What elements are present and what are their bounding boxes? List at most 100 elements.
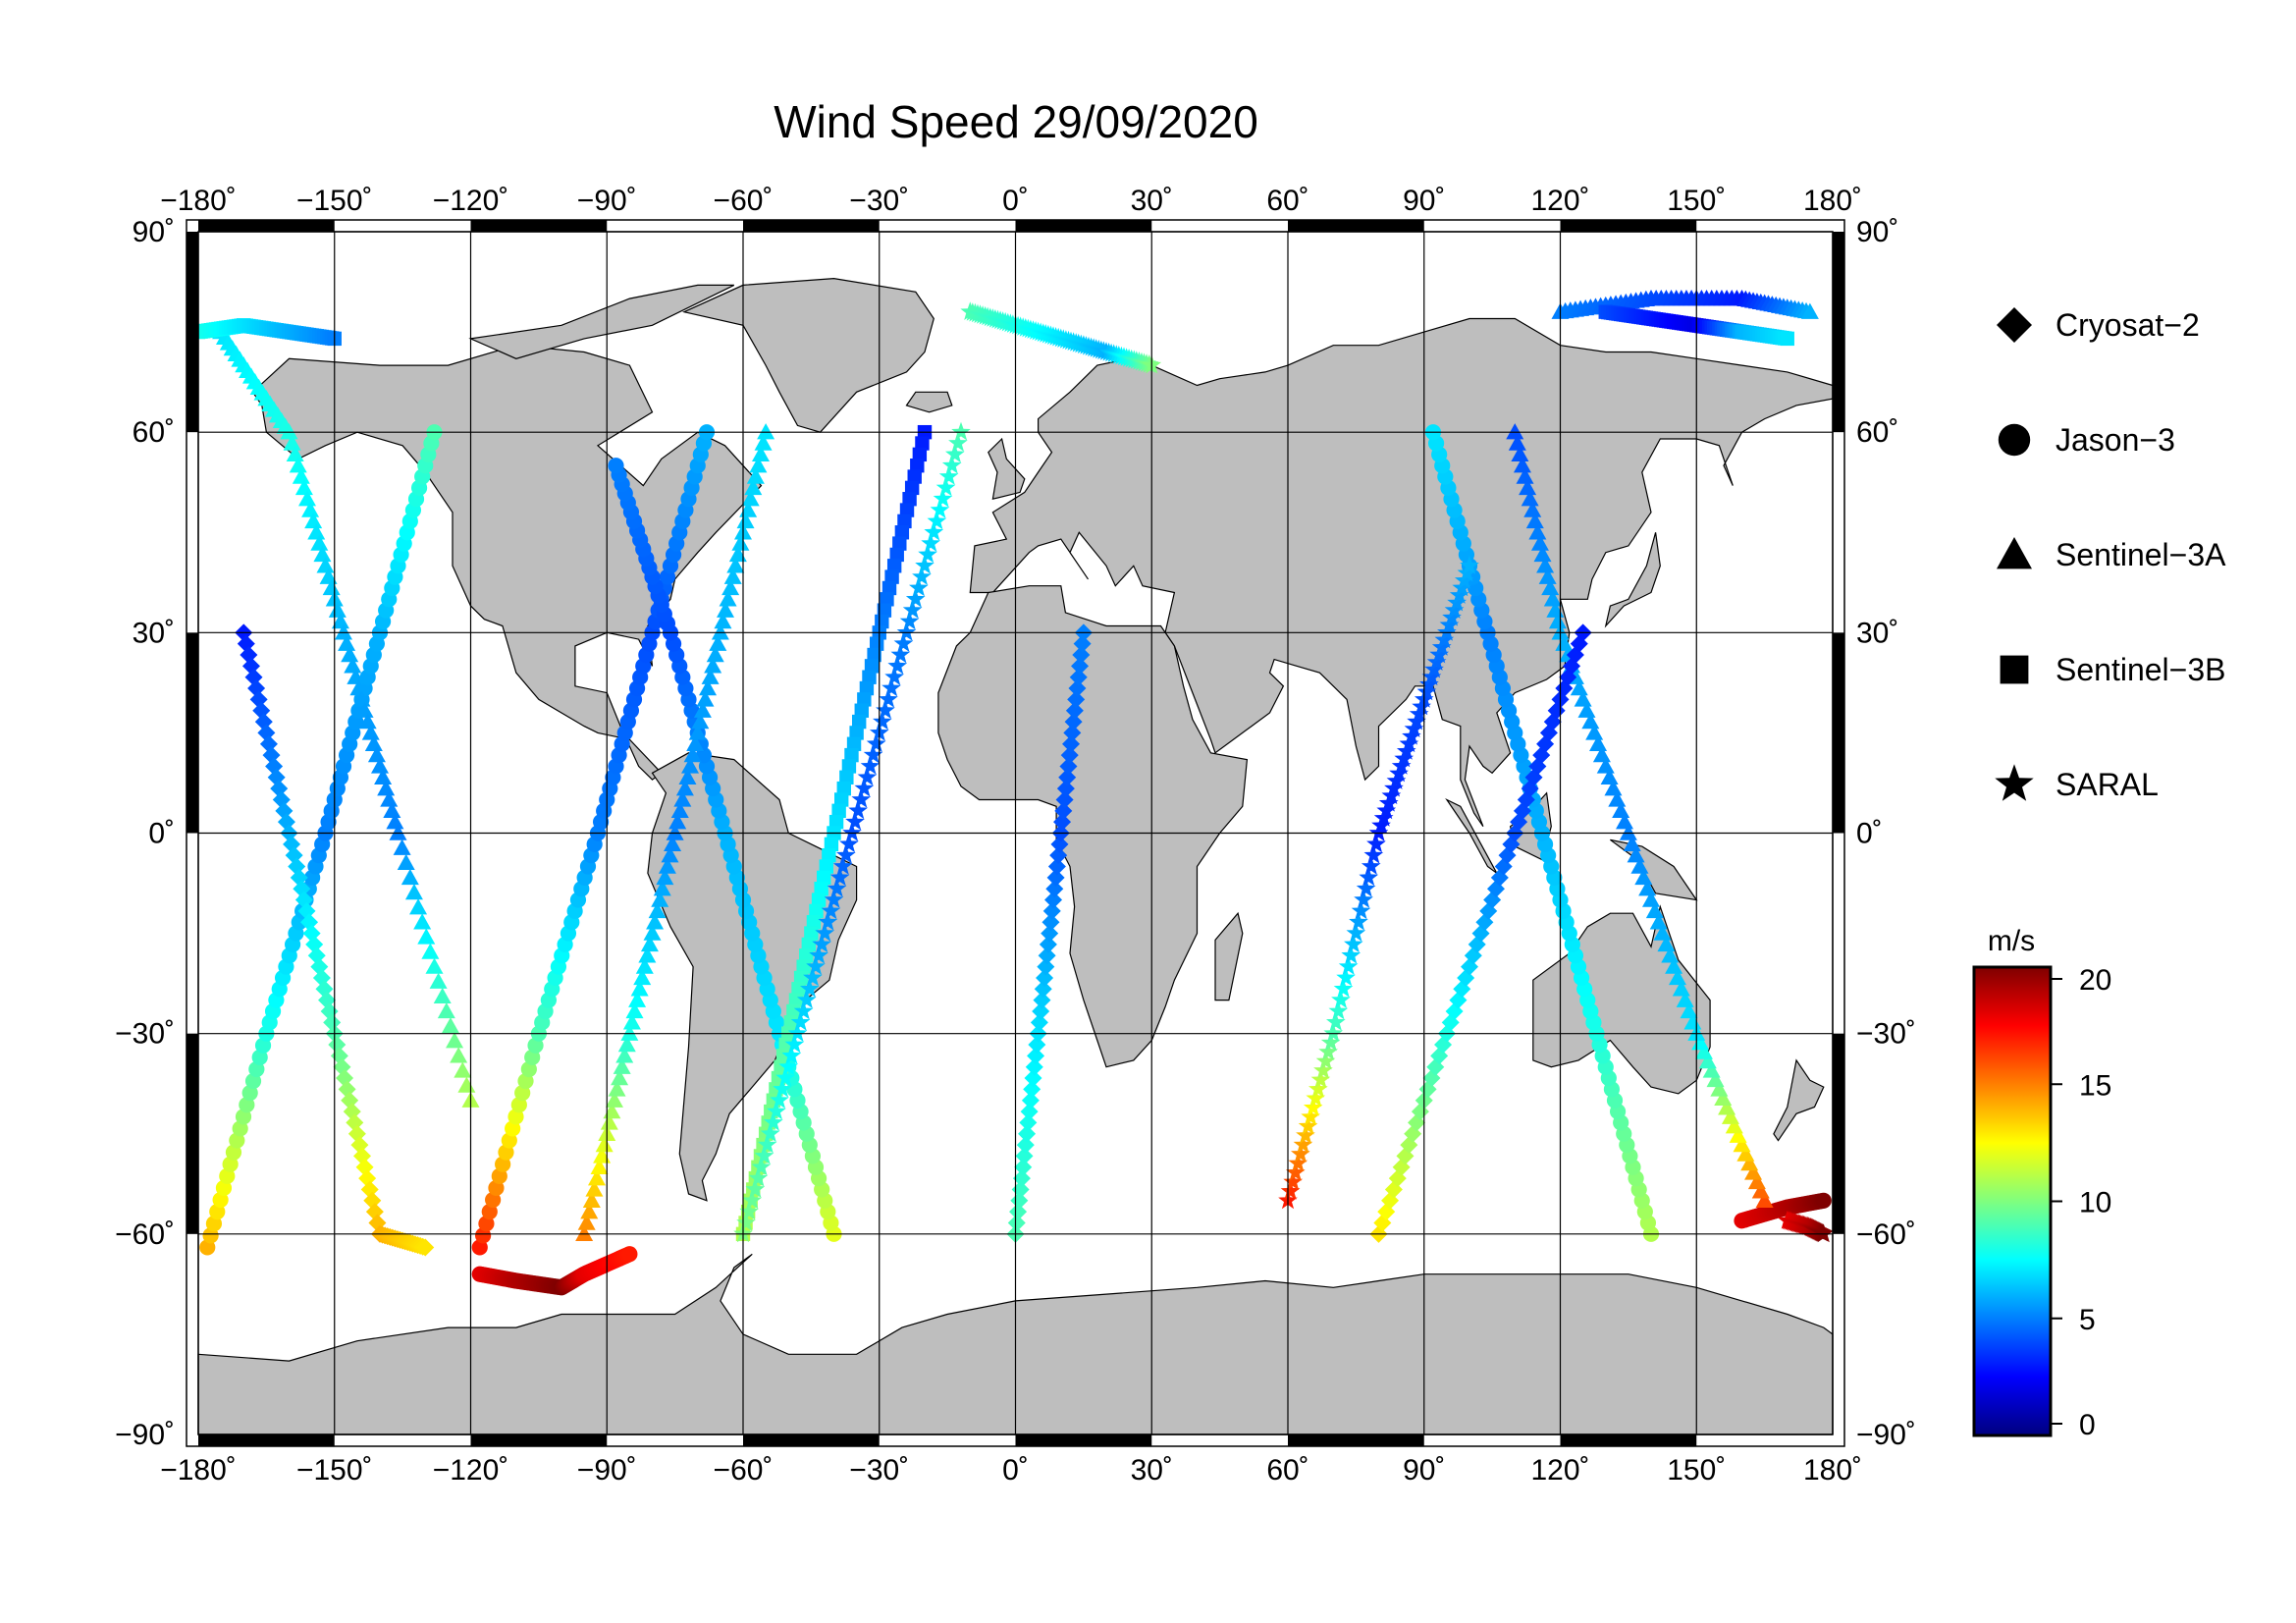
lon-tick-label: −60˚	[714, 185, 774, 217]
track-point	[605, 1091, 623, 1108]
track-point	[791, 982, 806, 997]
track-point	[1698, 1053, 1717, 1069]
track-point	[1449, 585, 1469, 604]
track-point	[1060, 746, 1079, 765]
track-point	[301, 501, 320, 517]
track-point	[1577, 701, 1596, 718]
track-point	[1015, 1147, 1034, 1165]
track-point	[1034, 980, 1052, 999]
track	[1424, 424, 1660, 1242]
track-point	[831, 803, 846, 819]
track-point	[1303, 1097, 1323, 1116]
track-point	[316, 557, 335, 573]
track-point	[834, 792, 849, 807]
track-point	[1452, 577, 1472, 597]
track-point	[749, 457, 768, 473]
track-point	[1062, 734, 1081, 753]
track-point	[338, 634, 356, 651]
track-point	[380, 790, 399, 807]
frame-segment	[1833, 1033, 1844, 1234]
track-point	[828, 814, 844, 830]
lon-tick-label: −180˚	[160, 185, 237, 217]
track-point	[851, 789, 872, 808]
land-south-america	[647, 752, 858, 1202]
track-point	[887, 656, 908, 675]
lat-tick-label: −30˚	[1856, 1018, 1916, 1051]
legend-item: Jason−3	[1998, 422, 2175, 458]
track-point	[1023, 1080, 1041, 1099]
lat-tick-label: 90˚	[133, 216, 175, 248]
track	[1777, 1210, 1834, 1243]
track-point	[811, 893, 827, 907]
track-point	[921, 533, 940, 552]
track-point	[653, 880, 671, 896]
track-point	[1755, 1191, 1774, 1209]
track-point	[1354, 890, 1373, 908]
track-point	[778, 1037, 793, 1053]
track-point	[1706, 1070, 1725, 1088]
track-point	[804, 926, 819, 941]
track	[471, 1246, 638, 1296]
lat-tick-label: −30˚	[115, 1018, 175, 1051]
track	[1551, 290, 1819, 319]
track-point	[1511, 445, 1529, 462]
track-point	[875, 614, 889, 629]
legend-label: Sentinel−3B	[2056, 652, 2225, 687]
track-point	[1386, 771, 1407, 789]
lon-tick-label: −90˚	[577, 185, 637, 217]
track-point	[1033, 991, 1051, 1009]
frame-segment	[1015, 220, 1152, 232]
track-point	[731, 534, 750, 551]
lat-tick-label: −60˚	[115, 1218, 175, 1251]
track-point	[867, 647, 881, 663]
track-point	[341, 646, 359, 663]
track-point	[600, 1113, 618, 1130]
track-point	[1063, 724, 1082, 742]
frame-segment	[743, 1434, 880, 1446]
track-point	[1371, 815, 1391, 835]
track-point	[854, 703, 869, 718]
track-point	[393, 839, 411, 855]
track-point	[635, 957, 654, 974]
legend-label: SARAL	[2056, 767, 2159, 802]
track-point	[1349, 911, 1368, 931]
track-point	[656, 868, 674, 886]
track-point	[446, 1032, 464, 1049]
track-point	[1361, 856, 1381, 875]
track-point	[770, 1090, 789, 1109]
track-point	[1721, 1108, 1739, 1124]
track-point	[1437, 622, 1457, 641]
track-point	[1030, 1013, 1048, 1032]
track-point	[1021, 1091, 1040, 1109]
track-point	[1376, 800, 1397, 820]
track-point	[328, 601, 347, 618]
track-point	[1445, 1001, 1464, 1020]
track-point	[1053, 813, 1072, 832]
lat-tick-label: −60˚	[1856, 1218, 1916, 1251]
track-point	[1059, 757, 1078, 776]
lon-tick-label: 180˚	[1803, 1454, 1862, 1487]
track-point	[773, 1079, 792, 1098]
track-point	[1065, 701, 1084, 720]
track-point	[413, 913, 432, 930]
frame-segment	[1833, 232, 1844, 433]
track-point	[894, 525, 910, 540]
track-point	[783, 1015, 799, 1030]
track-point	[668, 813, 687, 830]
track-point	[844, 747, 859, 763]
track-point	[881, 677, 901, 697]
track-point	[400, 868, 419, 886]
track-point	[646, 913, 665, 930]
track-point	[1630, 857, 1649, 874]
track-point	[237, 634, 255, 653]
track	[212, 323, 480, 1108]
track-point	[1604, 780, 1623, 796]
track-point	[630, 980, 649, 997]
track-point	[1028, 1036, 1046, 1055]
track-point	[1359, 867, 1379, 887]
track-point	[824, 890, 844, 908]
frame-outer	[186, 219, 1845, 1447]
track-point	[1368, 823, 1389, 841]
track-point	[893, 633, 914, 652]
track-point	[1333, 978, 1354, 998]
